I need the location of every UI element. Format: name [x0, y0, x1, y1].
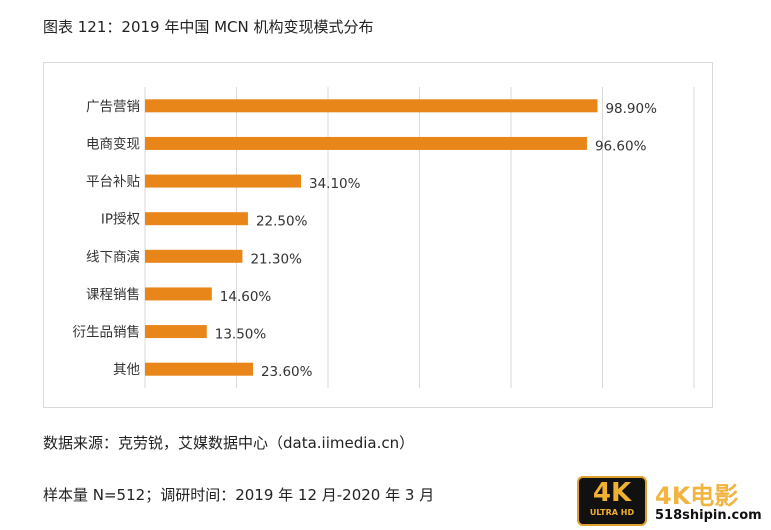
brand-url: 518shipin.com [655, 508, 762, 523]
4k-badge: 4K ULTRA HD [577, 476, 647, 526]
category-label: IP授权 [101, 211, 141, 228]
bar [145, 212, 248, 226]
sample-note: 样本量 N=512；调研时间：2019 年 12 月-2020 年 3 月 [43, 486, 435, 504]
data-label: 98.90% [605, 101, 657, 117]
data-label: 34.10% [309, 176, 361, 192]
data-label: 23.60% [261, 364, 313, 380]
category-label: 课程销售 [86, 287, 140, 303]
bar [145, 362, 253, 376]
chart-frame [43, 62, 713, 408]
data-label: 96.60% [595, 138, 647, 154]
badge-top: 4K [592, 478, 632, 508]
bar [145, 325, 207, 339]
badge-bottom: ULTRA HD [589, 508, 635, 517]
category-label: 广告营销 [86, 99, 140, 115]
data-label: 22.50% [256, 214, 308, 230]
category-label: 平台补贴 [86, 174, 140, 190]
watermark-logo: 4K ULTRA HD 4K电影 518shipin.com [577, 476, 767, 526]
bar [145, 249, 243, 263]
source-note: 数据来源：克劳锐，艾媒数据中心（data.iimedia.cn） [43, 434, 415, 452]
data-label: 13.50% [215, 327, 267, 343]
bar [145, 99, 598, 113]
bar [145, 174, 302, 188]
chart-title: 图表 121：2019 年中国 MCN 机构变现模式分布 [43, 18, 374, 36]
category-label: 电商变现 [86, 136, 140, 152]
category-label: 线下商演 [86, 249, 140, 265]
category-label: 衍生品销售 [73, 325, 141, 341]
bar [145, 136, 587, 150]
data-label: 21.30% [250, 251, 302, 267]
bar [145, 287, 212, 301]
brand-name: 4K电影 [655, 482, 739, 510]
category-label: 其他 [113, 362, 140, 378]
data-label: 14.60% [220, 289, 272, 305]
